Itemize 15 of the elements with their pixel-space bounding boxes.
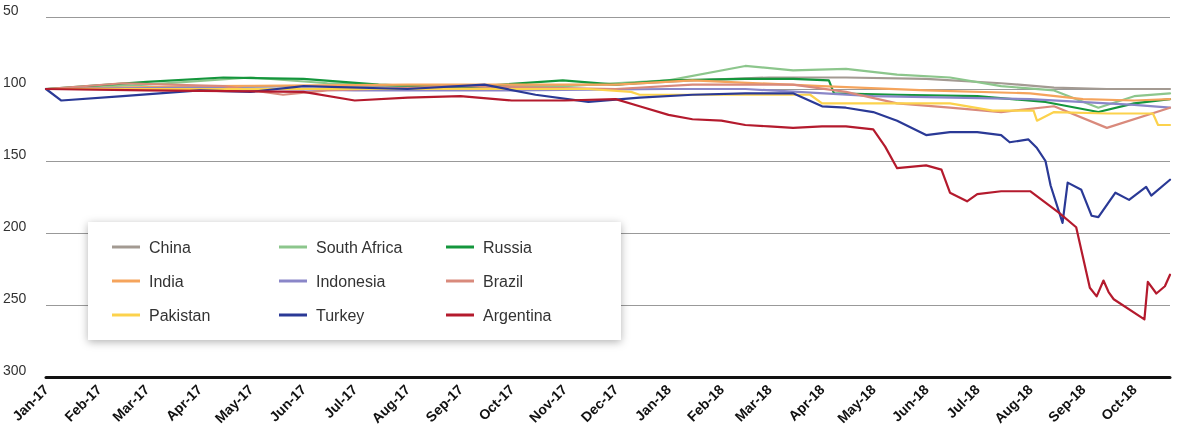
legend-label: Pakistan bbox=[149, 306, 211, 324]
legend-label: Argentina bbox=[483, 306, 552, 324]
legend-label: India bbox=[149, 272, 184, 290]
y-tick-label: 300 bbox=[3, 362, 27, 378]
legend-label: Brazil bbox=[483, 272, 524, 290]
legend-label: Turkey bbox=[316, 306, 365, 324]
legend-label: Indonesia bbox=[316, 272, 386, 290]
y-tick-label: 150 bbox=[3, 146, 27, 162]
y-tick-label: 200 bbox=[3, 218, 27, 234]
legend-label: Russia bbox=[483, 238, 533, 256]
y-tick-label: 250 bbox=[3, 290, 27, 306]
legend-label: South Africa bbox=[316, 238, 403, 256]
y-tick-label: 100 bbox=[3, 74, 27, 90]
legend-label: China bbox=[149, 238, 191, 256]
y-tick-label: 50 bbox=[3, 2, 19, 18]
